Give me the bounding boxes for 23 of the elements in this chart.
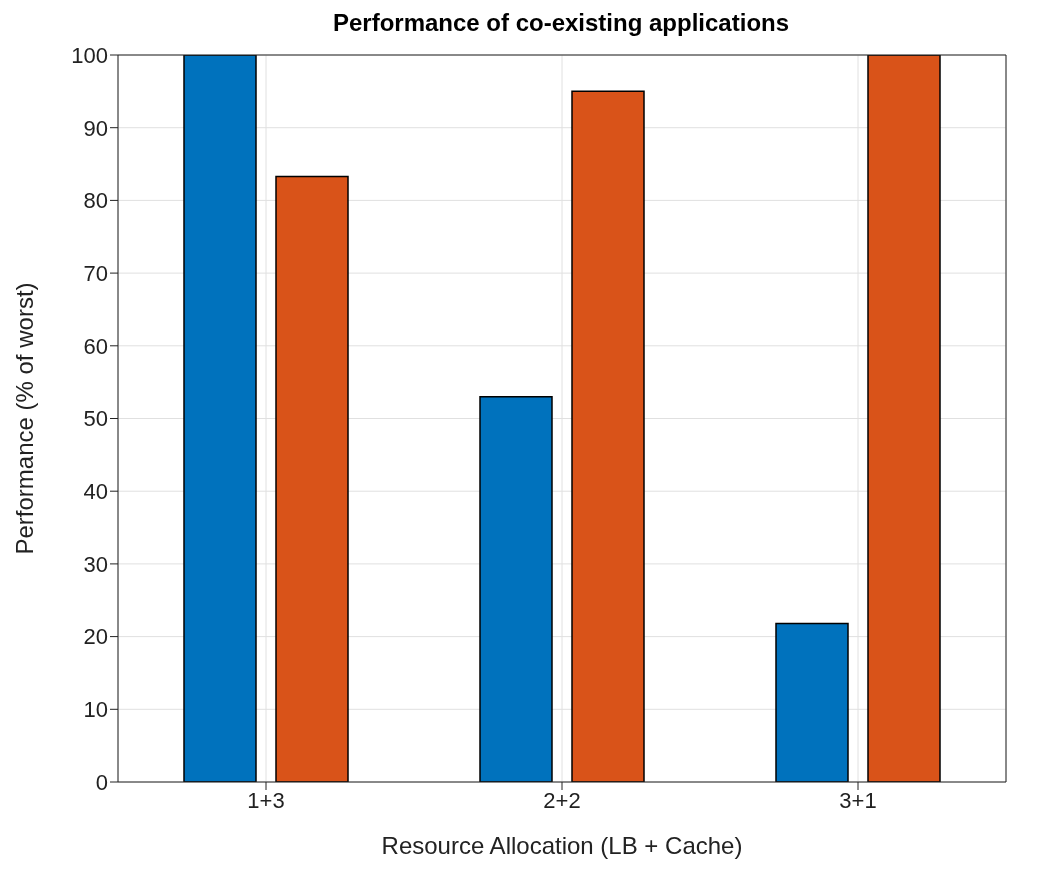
y-tick-label: 10	[83, 697, 108, 723]
y-tick-label: 70	[83, 260, 108, 286]
y-tick-label: 0	[95, 769, 108, 795]
y-axis-title: Performance (% of worst)	[10, 282, 38, 555]
x-tick-label: 1+3	[247, 787, 285, 813]
y-tick-label: 100	[71, 42, 108, 68]
y-tick-label: 30	[83, 551, 108, 577]
y-tick-label: 90	[83, 115, 108, 141]
y-tick-label: 20	[83, 624, 108, 650]
y-tick-label: 60	[83, 333, 108, 359]
x-axis-title: Resource Allocation (LB + Cache)	[381, 832, 743, 859]
chart-title: Performance of co-existing applications	[331, 8, 791, 38]
y-tick-label: 50	[83, 406, 108, 432]
bar	[183, 55, 257, 782]
y-tick-label: 80	[83, 188, 108, 214]
bar	[867, 55, 941, 782]
bar	[275, 175, 349, 782]
bar	[479, 395, 553, 782]
y-tick-label: 40	[83, 479, 108, 505]
x-tick-label: 2+2	[543, 787, 581, 813]
bar	[571, 90, 645, 782]
x-tick-label: 3+1	[839, 787, 877, 813]
bar	[775, 622, 849, 782]
